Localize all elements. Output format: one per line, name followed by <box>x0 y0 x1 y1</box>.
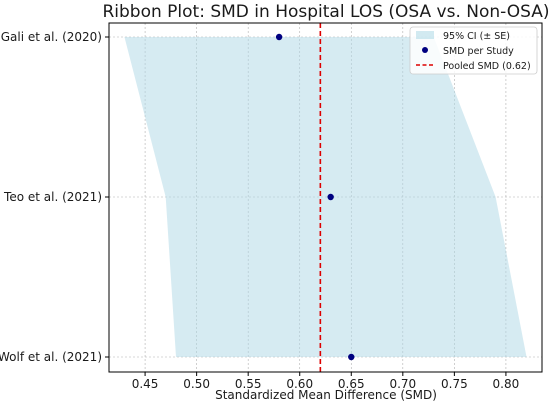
x-tick-label: 0.70 <box>389 377 416 391</box>
chart-legend: 95% CI (± SE) SMD per Study Pooled SMD (… <box>409 26 538 75</box>
smd-point <box>275 33 283 41</box>
x-tick-label: 0.65 <box>338 377 365 391</box>
legend-label-smd: SMD per Study <box>443 46 514 57</box>
legend-label-ci: 95% CI (± SE) <box>443 31 510 42</box>
x-tick-label: 0.55 <box>235 377 262 391</box>
legend-point-marker <box>422 47 428 53</box>
study-points-layer <box>275 33 355 361</box>
x-tick-label: 0.75 <box>441 377 468 391</box>
x-tick-label: 0.50 <box>183 377 210 391</box>
smd-point <box>327 193 334 201</box>
ci-ribbon <box>124 37 527 357</box>
x-axis-label: Standardized Mean Difference (SMD) <box>215 388 437 402</box>
ci-ribbon-layer <box>124 37 527 357</box>
y-tick-label-study: Wolf et al. (2021) <box>0 350 102 364</box>
legend-box <box>409 26 538 75</box>
y-tick-label-study: Gali et al. (2020) <box>1 30 102 44</box>
legend-label-pooled: Pooled SMD (0.62) <box>443 61 531 72</box>
y-axis-ticks: Gali et al. (2020) Teo et al. (2021) Wolf … <box>0 30 109 364</box>
smd-point <box>348 353 355 361</box>
y-tick-label-study: Teo et al. (2021) <box>3 190 102 204</box>
chart-title: Ribbon Plot: SMD in Hospital LOS (OSA vs… <box>102 2 549 22</box>
x-tick-label: 0.45 <box>132 377 159 391</box>
x-tick-label: 0.80 <box>493 377 520 391</box>
x-tick-label: 0.60 <box>286 377 313 391</box>
x-axis-ticks: 0.45 0.50 0.55 0.60 0.65 0.70 0.75 0.80 <box>132 372 520 391</box>
legend-ribbon-swatch <box>416 31 434 39</box>
